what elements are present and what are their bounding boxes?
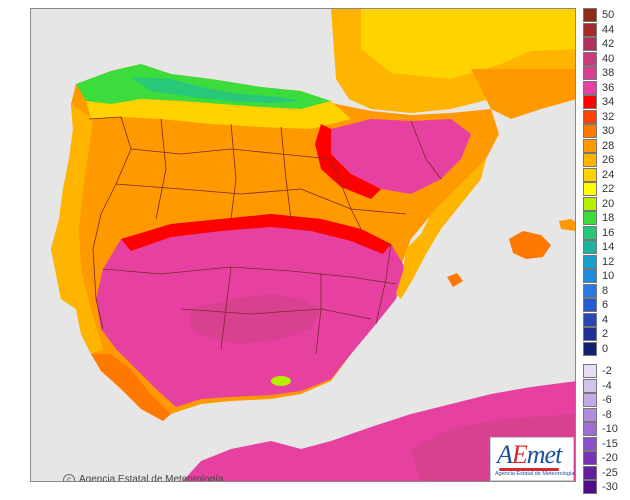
legend-label: 4 xyxy=(602,313,609,326)
legend-swatch xyxy=(583,451,597,465)
legend-label: -8 xyxy=(602,408,612,421)
legend-swatch xyxy=(583,283,597,298)
zone-south-coast xyxy=(91,354,171,421)
land-ibiza xyxy=(447,273,463,287)
legend-label: 30 xyxy=(602,125,615,137)
legend-label: 20 xyxy=(602,197,615,210)
credit-text: c Agencia Estatal de Meteorología xyxy=(63,474,224,482)
legend-label: 34 xyxy=(602,96,615,108)
legend-label: -20 xyxy=(602,452,618,464)
legend-swatch xyxy=(583,422,597,436)
land-france-east xyxy=(471,69,575,119)
zone-north-inland xyxy=(86,99,351,129)
zone-central-red-rim xyxy=(121,214,391,254)
logo-letter-a: A xyxy=(497,440,513,469)
legend-label: 6 xyxy=(602,299,609,311)
legend-label: 42 xyxy=(602,38,615,50)
logo-brand: AEmet xyxy=(497,440,563,470)
legend-label: 44 xyxy=(602,23,615,36)
zone-ebro-red xyxy=(315,124,381,199)
legend-swatch xyxy=(583,109,597,124)
legend-swatch xyxy=(583,254,597,269)
legend-swatch xyxy=(583,80,597,95)
legend-swatch xyxy=(583,66,597,80)
legend-label: -30 xyxy=(602,481,618,493)
zone-sierra-nevada xyxy=(271,376,291,386)
legend-swatch xyxy=(583,269,597,283)
legend-swatch xyxy=(583,138,597,153)
legend-label: 8 xyxy=(602,284,609,297)
legend-label: 16 xyxy=(602,226,615,239)
legend-swatch xyxy=(583,167,597,182)
legend-label: -15 xyxy=(602,437,618,450)
legend-label: -25 xyxy=(602,466,618,479)
legend-swatch xyxy=(583,37,597,51)
legend-label: 28 xyxy=(602,139,615,152)
legend-label: 50 xyxy=(602,9,615,21)
zone-atlantic-coast xyxy=(51,104,103,354)
legend-label: 22 xyxy=(602,183,615,195)
region-borders xyxy=(88,116,442,355)
zone-ebro-valley xyxy=(331,119,471,194)
legend-swatch xyxy=(583,298,597,312)
temperature-legend: 50 44 42 40 38 36 34 32 30 28 26 24 22 20 18 16 14 12 10 8 6… xyxy=(583,8,630,494)
land-menorca xyxy=(559,219,575,231)
legend-label: -4 xyxy=(602,379,612,392)
legend-label: 10 xyxy=(602,270,615,282)
legend-label: 0 xyxy=(602,342,609,355)
legend-swatch xyxy=(583,465,597,480)
logo-subtitle: Agencia Estatal de Meteorología xyxy=(495,471,575,477)
legend-label: -6 xyxy=(602,394,612,406)
legend-swatch xyxy=(583,480,597,494)
zone-east-coast xyxy=(396,159,486,299)
legend-swatch xyxy=(583,211,597,225)
temperature-map: c Agencia Estatal de Meteorología xyxy=(30,8,576,482)
legend-swatch xyxy=(583,153,597,167)
legend-swatch xyxy=(583,124,597,138)
legend-label: -10 xyxy=(602,423,618,435)
legend-swatch xyxy=(583,95,597,109)
land-mallorca xyxy=(509,231,551,259)
aemet-logo: AEmet Agencia Estatal de Meteorología xyxy=(490,437,575,481)
legend-swatch xyxy=(583,51,597,66)
legend-label: 12 xyxy=(602,255,615,268)
legend-swatch xyxy=(583,225,597,240)
legend-label: 18 xyxy=(602,212,615,224)
legend-swatch xyxy=(583,341,597,356)
logo-swoosh xyxy=(499,468,559,471)
legend-swatch xyxy=(583,364,597,378)
legend-label: 38 xyxy=(602,67,615,79)
legend-label: 26 xyxy=(602,154,615,166)
legend-label: 24 xyxy=(602,168,615,181)
copyright-icon: c xyxy=(63,474,75,481)
legend-label: 2 xyxy=(602,328,609,340)
legend-swatch xyxy=(583,407,597,422)
legend-swatch xyxy=(583,240,597,254)
legend-swatch xyxy=(583,182,597,196)
legend-label: 32 xyxy=(602,110,615,123)
legend-swatch xyxy=(583,196,597,211)
logo-letter-e: E xyxy=(511,440,528,469)
map-canvas xyxy=(31,9,575,481)
legend-label: 36 xyxy=(602,81,615,94)
legend-swatch xyxy=(583,8,597,22)
credit-label: Agencia Estatal de Meteorología xyxy=(79,474,224,482)
legend-swatch xyxy=(583,327,597,341)
legend-swatch xyxy=(583,393,597,407)
logo-letters-rest: met xyxy=(526,440,563,469)
legend-swatch xyxy=(583,312,597,327)
legend-swatch xyxy=(583,378,597,393)
legend-swatch xyxy=(583,22,597,37)
legend-swatch xyxy=(583,436,597,451)
land-france-hot xyxy=(361,9,575,79)
zone-north-coast-cool xyxy=(131,77,301,103)
legend-label: -2 xyxy=(602,365,612,377)
legend-label: 40 xyxy=(602,52,615,65)
legend-label: 14 xyxy=(602,241,615,253)
